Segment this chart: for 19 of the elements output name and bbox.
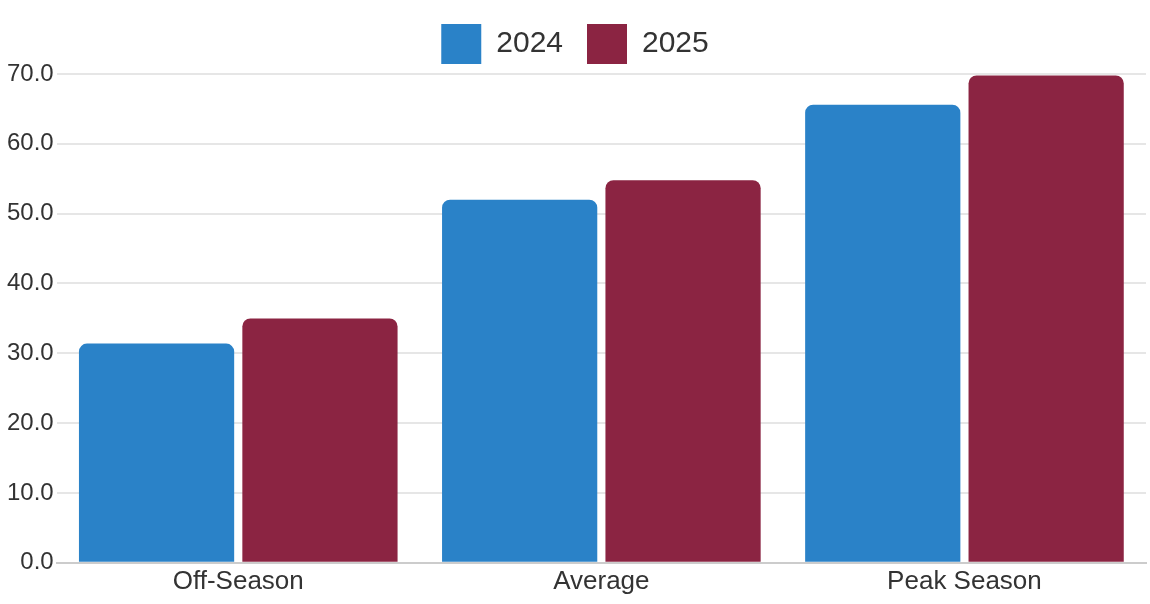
y-tick-label: 10.0 <box>6 477 54 505</box>
x-tick-label: Peak Season <box>887 564 1042 595</box>
y-tick-label: 70.0 <box>6 58 54 86</box>
y-tick-label: 30.0 <box>6 337 54 365</box>
bar <box>242 318 398 562</box>
y-tick-label: 40.0 <box>6 268 54 296</box>
x-tick-label: Off-Season <box>172 564 304 595</box>
bar <box>442 199 598 562</box>
y-tick-label: 60.0 <box>6 128 54 156</box>
x-tick-label: Average <box>553 564 650 595</box>
bar <box>605 180 761 562</box>
bar <box>78 343 235 562</box>
legend-label: 2025 <box>642 25 709 59</box>
y-tick-label: 20.0 <box>6 407 54 435</box>
y-tick-label: 50.0 <box>6 198 54 226</box>
bar <box>805 104 961 562</box>
legend-label: 2024 <box>496 25 564 59</box>
y-tick-label: 0.0 <box>20 547 54 575</box>
bar <box>968 75 1124 562</box>
